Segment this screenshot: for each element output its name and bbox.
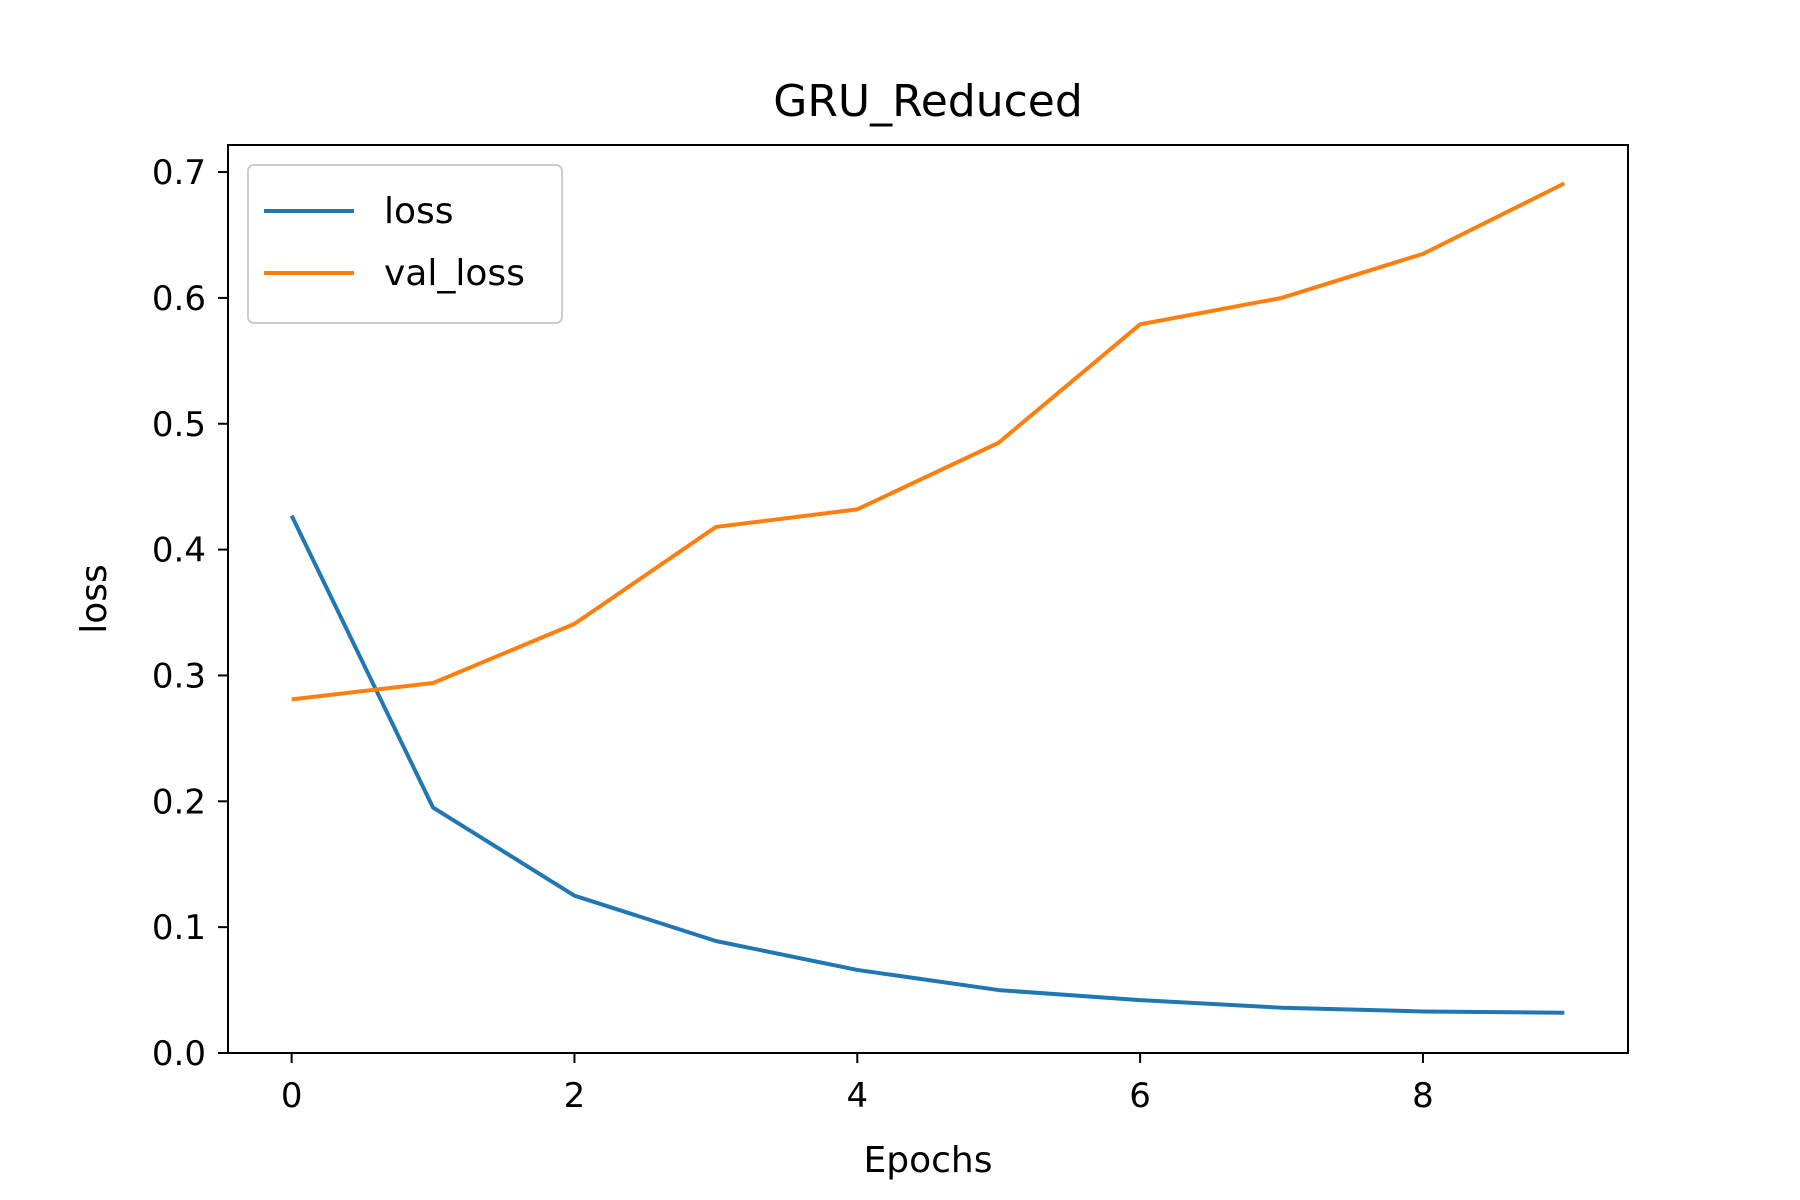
y-axis: 0.0 0.1 0.2 0.3 0.4 0.5 0.6 0.7 [152, 153, 228, 1074]
y-tick-label: 0.2 [152, 782, 206, 822]
series-line-loss [289, 514, 1565, 1015]
y-tick-label: 0.0 [152, 1034, 206, 1074]
legend-box [247, 164, 563, 324]
y-tick-label: 0.5 [152, 405, 206, 445]
series-lines [289, 181, 1566, 1015]
x-tick-label: 4 [846, 1076, 868, 1116]
x-tick-label: 6 [1129, 1076, 1151, 1116]
x-tick-label: 8 [1412, 1076, 1434, 1116]
x-axis: 0 2 4 6 8 [281, 1053, 1434, 1116]
y-tick-label: 0.7 [152, 153, 206, 193]
x-tick-label: 0 [281, 1076, 303, 1116]
y-axis-label: loss [74, 564, 115, 634]
plot-frame [227, 144, 1629, 1054]
legend-label-val-loss: val_loss [384, 253, 525, 294]
series-line-val-loss [291, 181, 1566, 702]
legend-label-loss: loss [384, 191, 454, 232]
y-tick-label: 0.1 [152, 908, 206, 948]
legend: loss val_loss [247, 164, 563, 324]
y-tick-label: 0.4 [152, 531, 206, 571]
x-axis-label: Epochs [864, 1140, 993, 1181]
y-tick-label: 0.6 [152, 279, 206, 319]
y-tick-label: 0.3 [152, 656, 206, 696]
x-tick-label: 2 [564, 1076, 586, 1116]
chart-title: GRU_Reduced [773, 76, 1083, 127]
